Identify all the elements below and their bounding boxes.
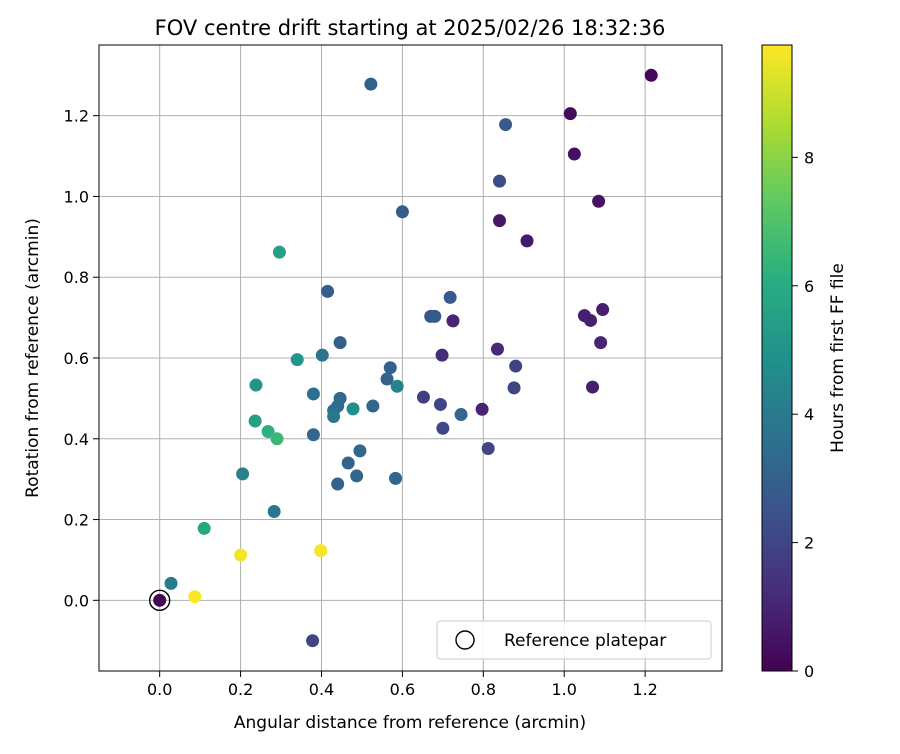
colorbar-ticks: 0 2 4 6 8 bbox=[792, 148, 814, 681]
scatter-point bbox=[563, 107, 577, 121]
y-tick-label: 0.2 bbox=[64, 511, 89, 530]
legend-reference-marker bbox=[455, 630, 475, 650]
colorbar-gradient bbox=[761, 44, 793, 672]
grid-lines bbox=[99, 45, 722, 671]
y-tick-label: 1.2 bbox=[64, 107, 89, 126]
scatter-point bbox=[584, 313, 598, 327]
scatter-point bbox=[197, 521, 211, 535]
legend-frame bbox=[436, 620, 712, 660]
scatter-point bbox=[454, 408, 468, 422]
x-axis-ticks: 0.0 0.2 0.4 0.6 0.8 1.0 1.2 bbox=[147, 671, 658, 699]
x-tick-label: 0.2 bbox=[228, 680, 253, 699]
scatter-point bbox=[341, 456, 355, 470]
scatter-point bbox=[507, 381, 521, 395]
scatter-point bbox=[390, 379, 404, 393]
y-tick-label: 0.4 bbox=[64, 430, 89, 449]
scatter-point bbox=[236, 467, 250, 481]
scatter-point bbox=[321, 284, 335, 298]
scatter-point bbox=[395, 205, 409, 219]
scatter-point bbox=[306, 634, 320, 648]
colorbar-tick-label: 4 bbox=[804, 405, 814, 424]
colorbar-tick-label: 8 bbox=[804, 148, 814, 167]
y-axis-ticks: 0.0 0.2 0.4 0.6 0.8 1.0 1.2 bbox=[64, 107, 99, 610]
y-axis-label: Rotation from reference (arcmin) bbox=[23, 218, 43, 498]
x-axis-label: Angular distance from reference (arcmin) bbox=[234, 713, 586, 733]
scatter-point bbox=[428, 309, 442, 323]
scatter-point bbox=[490, 342, 504, 356]
x-tick-label: 0.0 bbox=[147, 680, 172, 699]
scatter-point bbox=[383, 361, 397, 375]
colorbar-tick-label: 6 bbox=[804, 277, 814, 296]
scatter-point bbox=[389, 471, 403, 485]
scatter-point bbox=[443, 290, 457, 304]
y-tick-label: 0.6 bbox=[64, 349, 89, 368]
scatter-point bbox=[346, 402, 360, 416]
scatter-point bbox=[188, 590, 202, 604]
scatter-point bbox=[327, 410, 341, 424]
scatter-point bbox=[416, 390, 430, 404]
scatter-point bbox=[567, 147, 581, 161]
y-tick-label: 0.0 bbox=[64, 591, 89, 610]
scatter-point bbox=[306, 387, 320, 401]
scatter-point bbox=[446, 314, 460, 328]
y-tick-label: 0.8 bbox=[64, 268, 89, 287]
scatter-point bbox=[380, 372, 394, 386]
scatter-point bbox=[248, 414, 262, 428]
scatter-point bbox=[331, 477, 345, 491]
scatter-point bbox=[270, 432, 284, 446]
scatter-point bbox=[366, 399, 380, 413]
legend-label: Reference platepar bbox=[504, 631, 666, 651]
x-tick-label: 1.2 bbox=[632, 680, 657, 699]
reference-marker-layer bbox=[148, 589, 171, 612]
x-tick-label: 0.8 bbox=[471, 680, 496, 699]
scatter-point bbox=[499, 118, 513, 132]
scatter-point bbox=[592, 194, 606, 208]
scatter-point bbox=[164, 576, 178, 590]
scatter-point bbox=[261, 425, 275, 439]
scatter-point bbox=[475, 402, 489, 416]
scatter-point bbox=[520, 234, 534, 248]
y-tick-label: 1.0 bbox=[64, 187, 89, 206]
data-points bbox=[153, 68, 658, 648]
reference-platepar-marker bbox=[148, 589, 171, 612]
chart-title: FOV centre drift starting at 2025/02/26 … bbox=[155, 16, 666, 40]
scatter-point bbox=[267, 504, 281, 518]
x-tick-label: 1.0 bbox=[552, 680, 577, 699]
colorbar-label: Hours from first FF file bbox=[828, 263, 848, 453]
colorbar: 0 2 4 6 8 Hours from first FF file bbox=[761, 44, 848, 681]
scatter-point bbox=[493, 214, 506, 228]
scatter-point bbox=[333, 336, 347, 350]
scatter-point bbox=[315, 348, 329, 362]
scatter-point bbox=[509, 359, 523, 373]
scatter-point bbox=[350, 469, 364, 483]
x-tick-label: 0.4 bbox=[309, 680, 334, 699]
scatter-point bbox=[644, 68, 658, 82]
scatter-point bbox=[594, 336, 608, 350]
scatter-point bbox=[314, 544, 328, 558]
colorbar-tick-label: 2 bbox=[804, 534, 814, 553]
scatter-point bbox=[433, 397, 447, 411]
scatter-point bbox=[435, 348, 449, 362]
scatter-point bbox=[353, 444, 367, 458]
scatter-point bbox=[153, 593, 167, 607]
x-tick-label: 0.6 bbox=[390, 680, 415, 699]
scatter-point bbox=[272, 245, 286, 259]
legend-box: Reference platepar bbox=[436, 620, 712, 660]
scatter-point bbox=[290, 353, 304, 367]
scatter-point bbox=[364, 77, 378, 91]
scatter-point bbox=[306, 428, 320, 442]
colorbar-tick-label: 0 bbox=[804, 662, 814, 681]
scatter-point bbox=[234, 548, 248, 562]
scatter-point bbox=[481, 441, 495, 455]
scatter-point bbox=[249, 378, 263, 392]
scatter-point bbox=[596, 303, 610, 317]
scatter-point bbox=[436, 421, 450, 435]
scatter-point bbox=[586, 380, 600, 394]
scatter-point bbox=[493, 174, 506, 188]
